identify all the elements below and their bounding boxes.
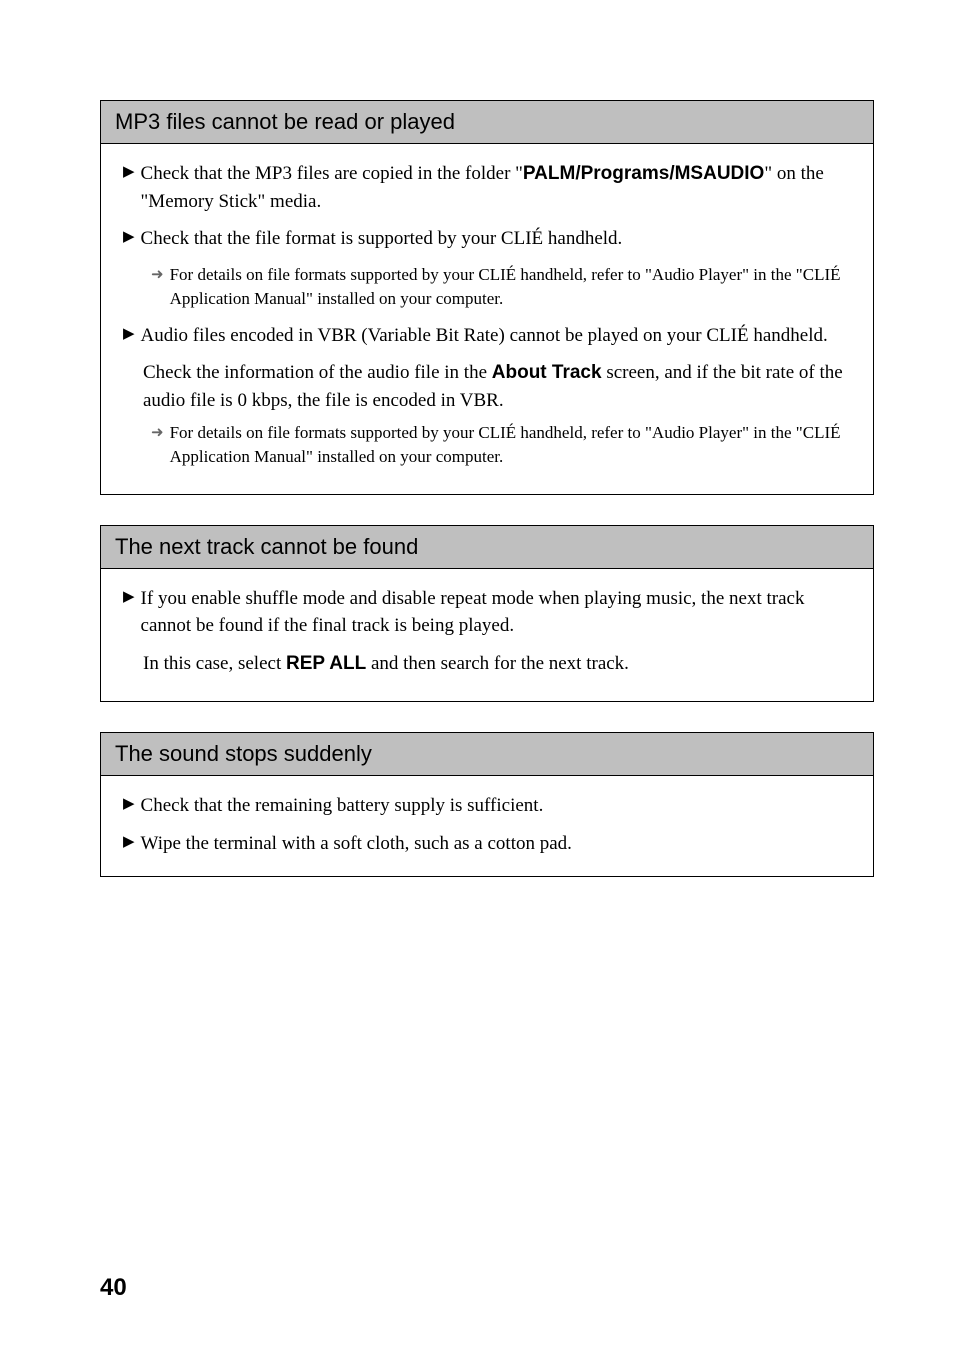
text-prefix: Wipe the terminal with a soft cloth, suc… xyxy=(141,833,572,854)
sub-text: For details on file formats supported by… xyxy=(170,263,851,312)
bullet-text: Wipe the terminal with a soft cloth, suc… xyxy=(141,830,851,858)
bullet-text: Check that the remaining battery supply … xyxy=(141,792,851,820)
section-header: MP3 files cannot be read or played xyxy=(101,101,873,144)
section-body: ▶ If you enable shuffle mode and disable… xyxy=(101,569,873,702)
cont-suffix: and then search for the next track. xyxy=(366,653,629,674)
bullet-triangle-icon: ▶ xyxy=(123,585,135,609)
bullet-triangle-icon: ▶ xyxy=(123,830,135,854)
sub-item: ➜ For details on file formats supported … xyxy=(151,421,851,470)
document-page: MP3 files cannot be read or played ▶ Che… xyxy=(0,0,954,947)
bullet-text: Check that the MP3 files are copied in t… xyxy=(141,160,851,215)
bullet-text: Check that the file format is supported … xyxy=(141,225,851,253)
bullet-text: Audio files encoded in VBR (Variable Bit… xyxy=(141,322,851,350)
cont-bold: About Track xyxy=(492,362,602,383)
bullet-triangle-icon: ▶ xyxy=(123,160,135,184)
bullet-item: ▶ Check that the file format is supporte… xyxy=(123,225,851,253)
sub-item: ➜ For details on file formats supported … xyxy=(151,263,851,312)
section-mp3-files: MP3 files cannot be read or played ▶ Che… xyxy=(100,100,874,495)
bullet-item: ▶ Check that the remaining battery suppl… xyxy=(123,792,851,820)
section-next-track: The next track cannot be found ▶ If you … xyxy=(100,525,874,703)
arrow-icon: ➜ xyxy=(151,263,164,287)
arrow-icon: ➜ xyxy=(151,421,164,445)
bullet-triangle-icon: ▶ xyxy=(123,322,135,346)
cont-prefix: In this case, select xyxy=(143,653,286,674)
page-number: 40 xyxy=(100,1274,127,1302)
bullet-triangle-icon: ▶ xyxy=(123,792,135,816)
bullet-item: ▶ Audio files encoded in VBR (Variable B… xyxy=(123,322,851,350)
continuation-text: In this case, select REP ALL and then se… xyxy=(143,650,851,678)
cont-bold: REP ALL xyxy=(286,653,366,674)
text-prefix: If you enable shuffle mode and disable r… xyxy=(141,588,805,637)
sub-text: For details on file formats supported by… xyxy=(170,421,851,470)
section-sound-stops: The sound stops suddenly ▶ Check that th… xyxy=(100,732,874,876)
continuation-text: Check the information of the audio file … xyxy=(143,359,851,414)
cont-prefix: Check the information of the audio file … xyxy=(143,362,492,383)
bullet-text: If you enable shuffle mode and disable r… xyxy=(141,585,851,640)
section-body: ▶ Check that the remaining battery suppl… xyxy=(101,776,873,875)
text-prefix: Check that the MP3 files are copied in t… xyxy=(141,163,523,184)
bullet-item: ▶ If you enable shuffle mode and disable… xyxy=(123,585,851,640)
bullet-item: ▶ Check that the MP3 files are copied in… xyxy=(123,160,851,215)
text-bold: PALM/Programs/MSAUDIO xyxy=(523,163,764,184)
section-header: The sound stops suddenly xyxy=(101,733,873,776)
text-prefix: Check that the file format is supported … xyxy=(141,228,623,249)
section-body: ▶ Check that the MP3 files are copied in… xyxy=(101,144,873,494)
text-prefix: Audio files encoded in VBR (Variable Bit… xyxy=(141,325,828,346)
bullet-item: ▶ Wipe the terminal with a soft cloth, s… xyxy=(123,830,851,858)
bullet-triangle-icon: ▶ xyxy=(123,225,135,249)
text-prefix: Check that the remaining battery supply … xyxy=(141,795,544,816)
section-header: The next track cannot be found xyxy=(101,526,873,569)
